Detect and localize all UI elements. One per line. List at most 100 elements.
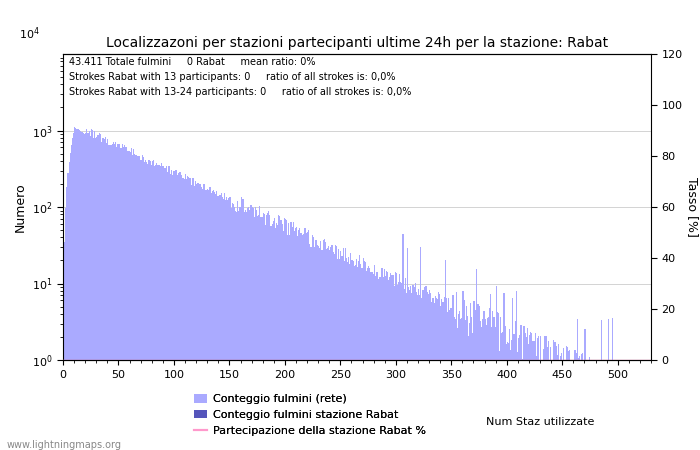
Bar <box>353 261 354 450</box>
Bar <box>441 299 442 450</box>
Bar <box>418 289 419 450</box>
Bar <box>246 212 247 450</box>
Bar <box>205 190 206 450</box>
Bar <box>104 139 105 450</box>
Bar <box>406 293 407 450</box>
Bar <box>274 218 275 450</box>
Bar <box>73 133 74 450</box>
Bar <box>366 271 367 450</box>
Bar <box>144 162 145 450</box>
Bar <box>492 311 493 450</box>
Bar <box>513 334 514 450</box>
Bar <box>505 344 507 450</box>
Bar <box>291 227 293 450</box>
Bar <box>431 302 433 450</box>
Bar <box>542 360 543 450</box>
Bar <box>174 171 175 450</box>
Bar <box>537 338 538 450</box>
Bar <box>603 360 604 450</box>
Bar <box>67 173 69 450</box>
Bar <box>222 198 223 450</box>
Bar <box>484 320 486 450</box>
Bar <box>344 261 345 450</box>
Bar <box>155 165 156 450</box>
Bar <box>532 341 533 450</box>
Bar <box>298 230 300 450</box>
Bar <box>559 360 560 450</box>
Bar <box>118 144 120 450</box>
Bar <box>260 216 262 450</box>
Bar <box>348 256 349 450</box>
Bar <box>130 152 131 450</box>
Bar <box>628 360 629 450</box>
Bar <box>469 323 470 450</box>
Bar <box>528 344 529 450</box>
Bar <box>612 319 613 450</box>
Bar <box>583 360 584 450</box>
Bar <box>425 287 426 450</box>
Bar <box>278 216 279 450</box>
Bar <box>402 234 404 450</box>
Bar <box>112 144 113 450</box>
Bar <box>154 166 155 450</box>
Bar <box>177 175 178 450</box>
Bar <box>382 277 384 450</box>
Bar <box>219 195 220 450</box>
Bar <box>137 156 139 450</box>
Bar <box>385 276 386 450</box>
Bar <box>611 360 612 450</box>
Bar <box>106 143 107 450</box>
Bar <box>387 272 388 450</box>
Bar <box>494 317 495 450</box>
Bar <box>437 299 438 450</box>
Bar <box>624 360 626 450</box>
Bar <box>510 350 511 450</box>
Y-axis label: Tasso [%]: Tasso [%] <box>686 177 699 237</box>
Bar <box>354 266 355 450</box>
Bar <box>480 321 482 450</box>
Bar <box>568 351 569 450</box>
Bar <box>643 360 644 450</box>
Bar <box>587 360 588 450</box>
Bar <box>267 213 268 450</box>
Bar <box>573 360 575 450</box>
Bar <box>214 192 215 450</box>
Bar <box>448 298 449 450</box>
Bar <box>325 242 326 450</box>
Bar <box>283 231 284 450</box>
Bar <box>395 273 397 450</box>
Bar <box>596 360 598 450</box>
Bar <box>235 211 236 450</box>
Bar <box>195 181 196 450</box>
Bar <box>139 160 141 450</box>
Bar <box>631 360 632 450</box>
Bar <box>238 211 239 450</box>
Bar <box>152 161 153 450</box>
Bar <box>520 325 522 450</box>
Bar <box>287 235 288 450</box>
Bar <box>450 308 452 450</box>
Bar <box>524 333 526 450</box>
Bar <box>435 297 436 450</box>
Bar <box>471 317 472 450</box>
Bar <box>342 248 344 450</box>
Bar <box>293 222 294 450</box>
Bar <box>107 139 108 450</box>
Text: www.lightningmaps.org: www.lightningmaps.org <box>7 440 122 450</box>
Bar <box>69 162 70 450</box>
Bar <box>511 340 512 450</box>
Bar <box>473 301 475 450</box>
Bar <box>184 179 185 450</box>
Bar <box>206 190 207 450</box>
Bar <box>273 221 274 450</box>
Bar <box>245 210 246 450</box>
Bar <box>609 360 610 450</box>
Bar <box>359 255 360 450</box>
Bar <box>424 287 425 450</box>
Bar <box>456 292 457 450</box>
Bar <box>650 360 651 450</box>
Bar <box>496 286 497 450</box>
Bar <box>414 283 416 450</box>
Bar <box>380 277 382 450</box>
Bar <box>357 267 358 450</box>
